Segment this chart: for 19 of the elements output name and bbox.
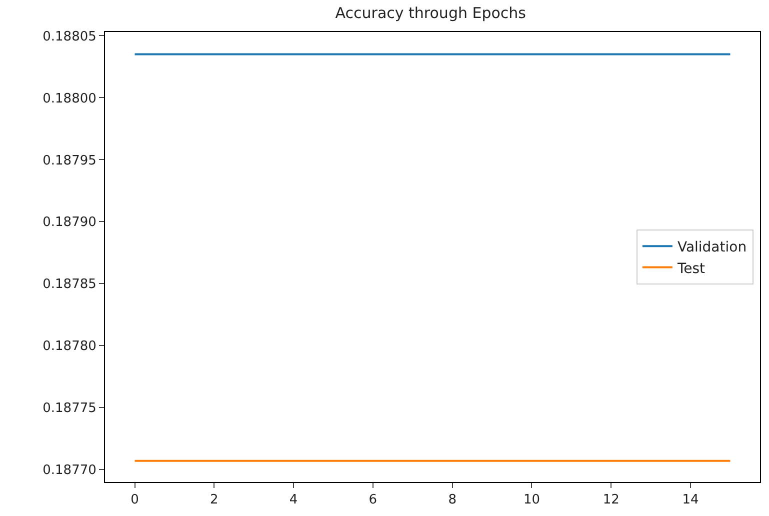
y-tick-label: 0.18790 bbox=[42, 215, 96, 230]
y-tick-label: 0.18785 bbox=[42, 277, 96, 292]
x-tick-label: 12 bbox=[602, 492, 620, 508]
y-tick-label: 0.18775 bbox=[42, 401, 96, 416]
x-tick-label: 6 bbox=[368, 492, 378, 508]
legend-label: Validation bbox=[677, 240, 747, 256]
y-tick-label: 0.18770 bbox=[42, 463, 96, 478]
x-tick-label: 4 bbox=[289, 492, 298, 508]
legend-label: Test bbox=[676, 260, 706, 277]
x-tick-label: 0 bbox=[130, 492, 139, 508]
x-tick-label: 8 bbox=[448, 492, 456, 508]
y-tick-label: 0.18780 bbox=[42, 339, 96, 354]
chart-title: Accuracy through Epochs bbox=[335, 4, 526, 22]
x-tick-label: 14 bbox=[682, 492, 699, 508]
x-tick-label: 2 bbox=[210, 492, 218, 508]
x-tick-label: 10 bbox=[523, 492, 540, 508]
y-tick-label: 0.18805 bbox=[42, 29, 96, 44]
y-tick-label: 0.18800 bbox=[42, 91, 96, 106]
y-tick-label: 0.18795 bbox=[42, 153, 96, 168]
